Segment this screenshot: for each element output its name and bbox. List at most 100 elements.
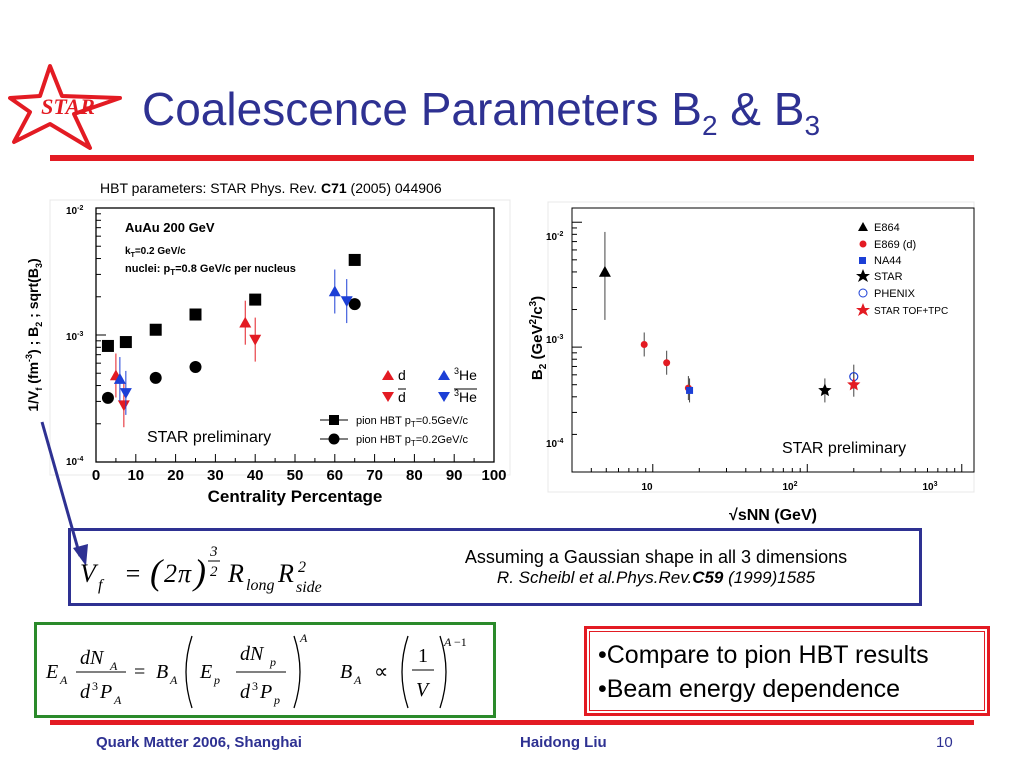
- left-xtick-labels: 0 10 20 30 40 50 60 70 80 90 100: [92, 467, 507, 484]
- svg-text:side: side: [296, 579, 322, 596]
- title-divider: [50, 155, 974, 161]
- left-xtick-40: 40: [247, 467, 264, 484]
- summary-box-inner: [589, 631, 985, 711]
- left-legend-pions: pion HBT pT=0.5GeV/c pion HBT pT=0.2GeV/…: [320, 415, 469, 448]
- svg-text:B: B: [156, 661, 168, 683]
- left-legend-nuclei: d d 3He 3He: [382, 366, 477, 405]
- legend-he3-label: 3He: [454, 366, 477, 383]
- star-logo: STAR: [8, 64, 122, 150]
- arrow-head-icon: [73, 544, 88, 566]
- legend-e864-label: E864: [874, 222, 900, 234]
- legend-na44-marker: [859, 257, 866, 264]
- left-xtick-10: 10: [127, 467, 144, 484]
- star-logo-outline-icon: [8, 64, 122, 150]
- data-point: [328, 285, 341, 297]
- svg-text:=: =: [124, 559, 142, 588]
- svg-text:V: V: [416, 679, 431, 701]
- pointer-arrow: [40, 421, 88, 566]
- left-xtick-80: 80: [406, 467, 423, 484]
- legend-star-marker: [856, 269, 870, 282]
- legend-star-label: STAR: [874, 271, 903, 283]
- right-chart-background: [547, 201, 975, 493]
- data-point: [686, 386, 694, 394]
- svg-text:p: p: [213, 673, 220, 687]
- svg-text:P: P: [259, 681, 272, 703]
- legend-dbar-label: d: [398, 389, 406, 405]
- left-xtick-50: 50: [287, 467, 304, 484]
- data-point: [249, 293, 262, 306]
- left-xtick-30: 30: [207, 467, 224, 484]
- page-number: 10: [936, 734, 953, 751]
- svg-text:E: E: [199, 661, 212, 683]
- data-point: [598, 265, 611, 277]
- left-annotation-energy: AuAu 200 GeV: [125, 220, 215, 235]
- assumption-line2: R. Scheibl et al.Phys.Rev.C59 (1999)1585: [496, 568, 816, 587]
- svg-text:long: long: [246, 577, 274, 594]
- bullet-compare: •Compare to pion HBT results: [598, 641, 929, 669]
- legend-na44-label: NA44: [874, 255, 902, 267]
- svg-text:∝: ∝: [374, 661, 388, 683]
- data-point: [101, 391, 114, 404]
- legend-pion05-marker: [329, 415, 339, 425]
- data-point: [119, 388, 132, 399]
- right-xlabel: √sNN (GeV): [729, 507, 817, 524]
- legend-phenix-label: PHENIX: [874, 288, 916, 300]
- data-point: [348, 253, 361, 266]
- data-point: [340, 296, 353, 308]
- left-xtick-70: 70: [366, 467, 383, 484]
- assumption-text: Assuming a Gaussian shape in all 3 dimen…: [406, 547, 906, 588]
- footer-author: Haidong Liu: [520, 734, 607, 751]
- svg-text:3: 3: [209, 544, 218, 560]
- legend-pion05-label: pion HBT pT=0.5GeV/c: [356, 415, 469, 429]
- legend-e869-label: E869 (d): [874, 239, 916, 251]
- equation-box: [68, 528, 922, 606]
- footer-divider: [50, 720, 974, 725]
- coalescence-formula-box: [34, 622, 496, 718]
- left-data-marks: [101, 253, 361, 428]
- svg-text:p: p: [269, 655, 276, 669]
- right-ylabel: B2 (GeV2/c3): [528, 296, 549, 380]
- svg-text:f: f: [98, 577, 105, 594]
- data-point: [113, 373, 126, 384]
- svg-text:3: 3: [252, 679, 258, 693]
- legend-dbar-marker: [382, 392, 394, 402]
- right-minor-ticks: [571, 221, 963, 473]
- hbt-reference: HBT parameters: STAR Phys. Rev. C71 (200…: [100, 180, 442, 196]
- data-point: [149, 323, 162, 336]
- data-point: [119, 336, 132, 349]
- svg-text:V: V: [80, 559, 99, 588]
- svg-text:R: R: [277, 559, 294, 588]
- svg-text:dN: dN: [80, 647, 105, 669]
- svg-text:E: E: [45, 661, 58, 683]
- coalescence-formula: E A dN A d 3 P A = B A E p dN p d 3 P p …: [45, 631, 467, 709]
- svg-text:A: A: [169, 673, 178, 687]
- data-point: [640, 340, 648, 348]
- data-point: [847, 377, 861, 391]
- svg-text:R: R: [227, 559, 244, 588]
- data-point: [239, 316, 252, 328]
- data-point: [189, 360, 202, 373]
- svg-text:A: A: [353, 673, 362, 687]
- assumption-line1: Assuming a Gaussian shape in all 3 dimen…: [464, 547, 848, 567]
- left-xtick-60: 60: [326, 467, 343, 484]
- legend-phenix-marker: [858, 288, 868, 298]
- svg-text:P: P: [99, 681, 112, 703]
- left-xtick-100: 100: [481, 467, 506, 484]
- left-minor-ticks: [95, 213, 495, 463]
- svg-text:A: A: [443, 635, 452, 649]
- legend-d-marker: [382, 370, 394, 380]
- legend-star-toftpc-label: STAR TOF+TPC: [874, 306, 948, 317]
- data-point: [818, 383, 832, 397]
- left-preliminary: STAR preliminary: [147, 429, 271, 446]
- star-logo-text: STAR: [41, 94, 95, 119]
- right-data-marks: [598, 231, 861, 403]
- left-annotation-kt: kT=0.2 GeV/c: [125, 246, 186, 259]
- data-point: [101, 339, 114, 352]
- svg-text:A: A: [109, 659, 118, 673]
- svg-text:2: 2: [298, 559, 306, 576]
- left-annotation-nuclei: nuclei: pT=0.8 GeV/c per nucleus: [125, 263, 296, 277]
- volume-equation: V f = ( 2 π ) 3 2 R long R 2 side: [80, 544, 322, 596]
- svg-text:−1: −1: [454, 635, 467, 649]
- data-point: [249, 334, 262, 346]
- legend-he3bar-marker: [438, 392, 450, 402]
